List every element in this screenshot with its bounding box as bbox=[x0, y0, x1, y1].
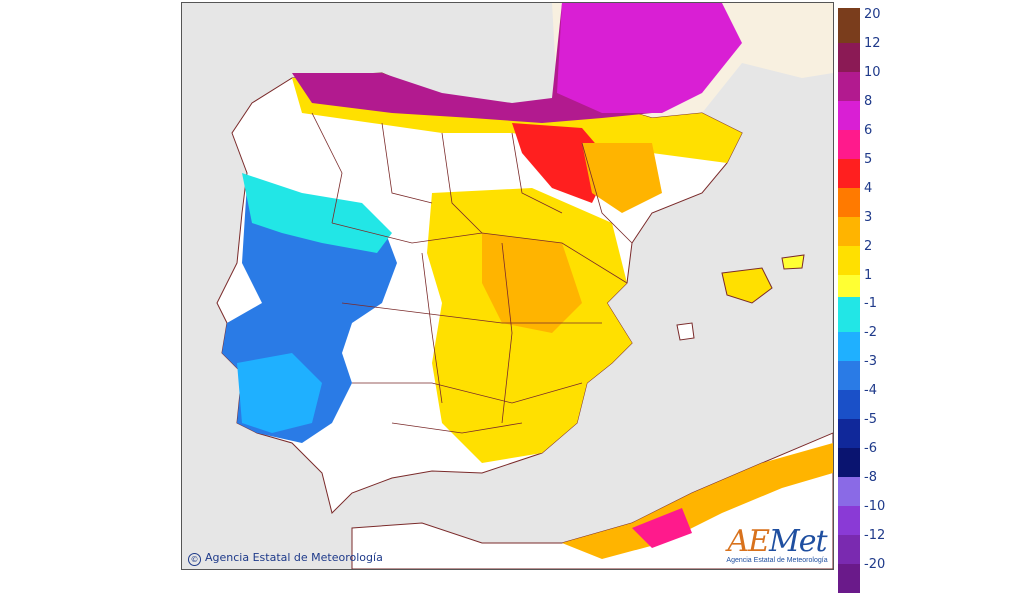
legend-swatch-warm-1 bbox=[838, 43, 860, 72]
warm-anomaly-north-africa bbox=[562, 443, 833, 559]
legend-label-warm-8: 2 bbox=[864, 239, 873, 254]
balearic-ibiza bbox=[676, 322, 695, 341]
legend-swatch-warm-6 bbox=[838, 188, 860, 217]
warm-anomaly-central bbox=[482, 233, 582, 333]
legend-label-cold-7: -10 bbox=[864, 499, 886, 514]
legend-swatch-cold-0 bbox=[838, 297, 860, 332]
legend-swatch-warm-8 bbox=[838, 246, 860, 275]
legend-label-warm-9: 1 bbox=[864, 268, 873, 283]
legend-label-cold-2: -3 bbox=[864, 354, 877, 369]
hot-anomaly-north-africa bbox=[632, 508, 692, 548]
color-legend: 20 12 10 8 6 5 4 3 2 1 -1 -2 -3 -4 -5 -6 -8 -10 -12 -20 bbox=[838, 7, 888, 593]
cold-anomaly-west-light bbox=[242, 173, 392, 253]
legend-swatch-warm-7 bbox=[838, 217, 860, 246]
legend-swatch-cold-2 bbox=[838, 361, 860, 390]
province-borders bbox=[311, 112, 633, 434]
legend-label-cold-8: -12 bbox=[864, 528, 886, 543]
temperature-anomaly-map: © Agencia Estatal de Meteorología AEMet A… bbox=[181, 2, 834, 570]
legend-label-warm-7: 3 bbox=[864, 210, 873, 225]
legend-label-warm-2: 10 bbox=[864, 65, 881, 80]
aemet-logo: AEMet Agencia Estatal de Meteorología bbox=[725, 527, 829, 565]
legend-swatch-cold-8 bbox=[838, 535, 860, 564]
logo-mark-a: AE bbox=[727, 524, 770, 559]
legend-swatch-cold-6 bbox=[838, 477, 860, 506]
legend-label-cold-1: -2 bbox=[864, 325, 877, 340]
legend-swatch-cold-7 bbox=[838, 506, 860, 535]
balearic-mallorca bbox=[721, 267, 773, 304]
legend-swatch-warm-2 bbox=[838, 72, 860, 101]
legend-swatch-warm-4 bbox=[838, 130, 860, 159]
legend-label-warm-5: 5 bbox=[864, 152, 873, 167]
aemet-logo-mark: AEMet bbox=[725, 527, 829, 557]
copyright-text: Agencia Estatal de Meteorología bbox=[205, 551, 383, 564]
legend-label-cold-3: -4 bbox=[864, 383, 877, 398]
aemet-logo-subtitle: Agencia Estatal de Meteorología bbox=[726, 557, 828, 564]
legend-label-warm-0: 20 bbox=[864, 7, 881, 22]
legend-swatch-cold-1 bbox=[838, 332, 860, 361]
hot-anomaly-france-border bbox=[557, 3, 742, 113]
legend-label-warm-1: 12 bbox=[864, 36, 881, 51]
warm-anomaly-aragon bbox=[582, 143, 662, 213]
legend-label-cold-4: -5 bbox=[864, 412, 877, 427]
legend-swatch-warm-3 bbox=[838, 101, 860, 130]
copyright-notice: © Agencia Estatal de Meteorología bbox=[188, 551, 383, 566]
legend-swatch-cold-5 bbox=[838, 448, 860, 477]
legend-label-warm-4: 6 bbox=[864, 123, 873, 138]
legend-swatch-warm-9 bbox=[838, 275, 860, 304]
legend-swatch-cold-3 bbox=[838, 390, 860, 419]
legend-label-cold-5: -6 bbox=[864, 441, 877, 456]
legend-swatch-cold-9 bbox=[838, 564, 860, 593]
copyright-icon: © bbox=[188, 553, 201, 566]
balearic-menorca bbox=[781, 254, 805, 270]
legend-swatch-warm-0 bbox=[838, 8, 860, 43]
map-canvas bbox=[216, 3, 833, 569]
legend-label-warm-6: 4 bbox=[864, 181, 873, 196]
legend-swatch-cold-4 bbox=[838, 419, 860, 448]
legend-swatch-warm-5 bbox=[838, 159, 860, 188]
legend-label-cold-0: -1 bbox=[864, 296, 877, 311]
cold-anomaly-southwest bbox=[237, 353, 322, 433]
legend-label-cold-6: -8 bbox=[864, 470, 877, 485]
logo-mark-b: Met bbox=[769, 524, 828, 559]
legend-label-warm-3: 8 bbox=[864, 94, 873, 109]
legend-label-cold-9: -20 bbox=[864, 557, 886, 572]
